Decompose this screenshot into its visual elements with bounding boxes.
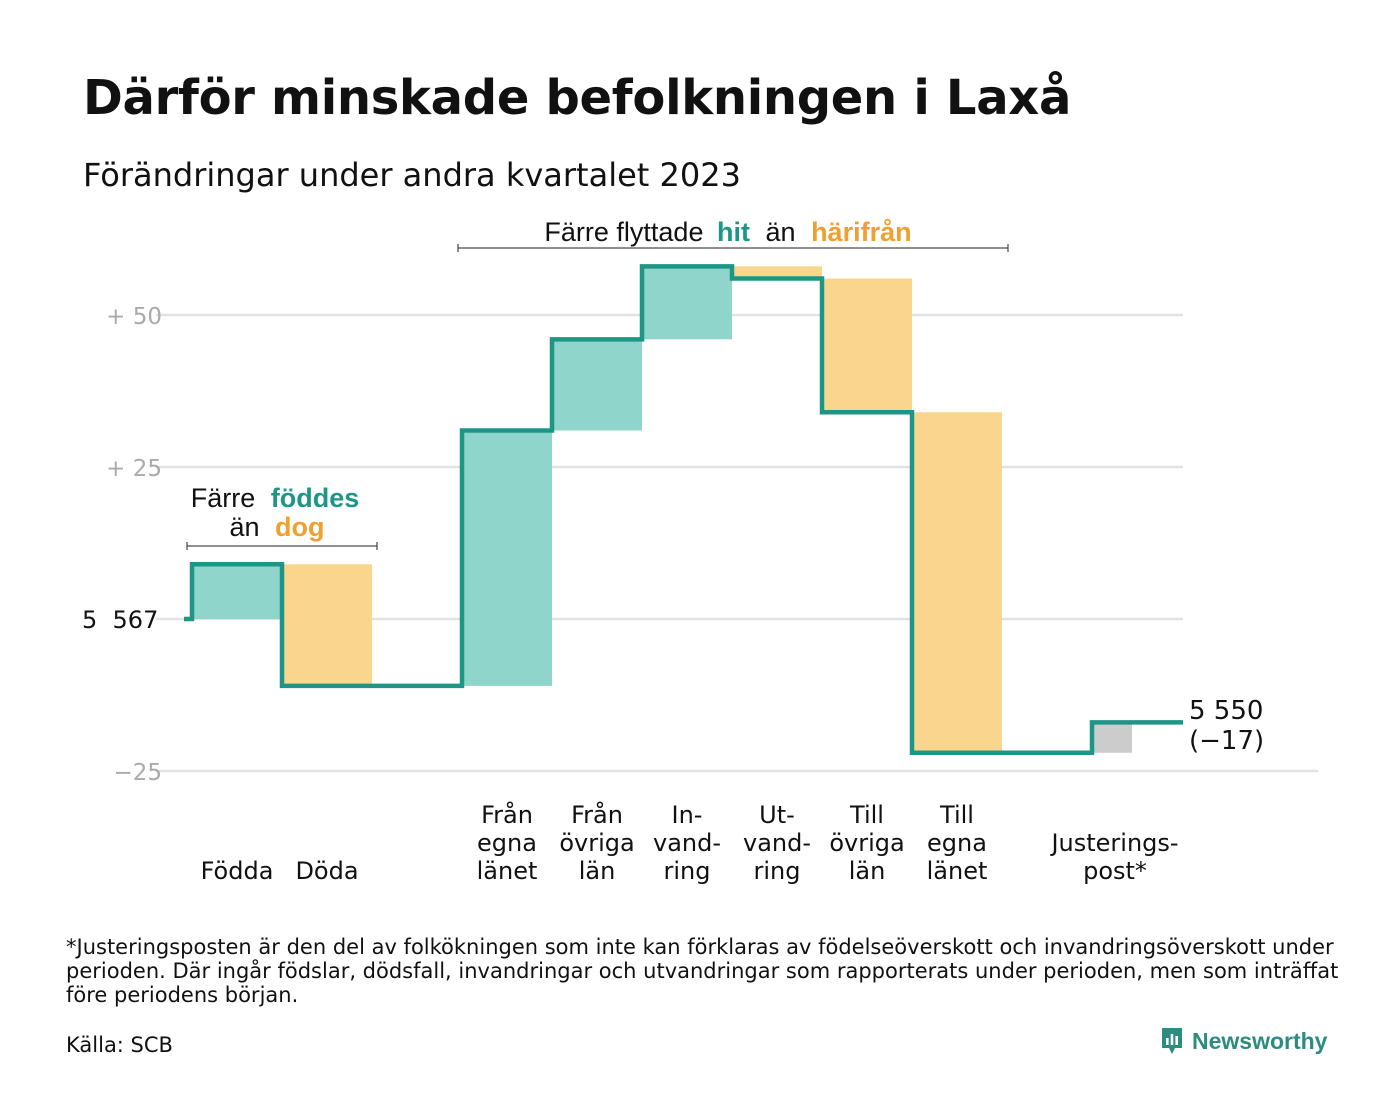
x-category-label: Ut- [759, 801, 795, 829]
waterfall-bar [552, 339, 642, 431]
end-change-label: (−17) [1189, 726, 1264, 756]
x-category-label: Från [481, 800, 533, 829]
left-annotation-line-2: än dog [229, 512, 324, 542]
end-value-label: 5 550 [1189, 696, 1263, 726]
waterfall-bar [642, 266, 732, 340]
annotation-layer: Färre flyttade hit än härifrån Färre föd… [82, 217, 1264, 756]
waterfall-bar [822, 278, 912, 413]
top-annotation: Färre flyttade hit än härifrån [544, 217, 911, 247]
cumulative-step-line [184, 264, 1183, 756]
x-category-label: Födda [201, 857, 274, 885]
step-line-layer [184, 264, 1183, 756]
x-category-label: egna [477, 829, 537, 857]
footnote: *Justeringsposten är den del av folkökni… [66, 935, 1339, 1007]
x-category-label: Till [849, 801, 884, 829]
x-category-label: post* [1083, 857, 1147, 885]
left-annotation-prefix: Färre [191, 483, 256, 513]
y-tick-label: + 50 [106, 304, 162, 330]
waterfall-bar [192, 564, 282, 619]
start-value-label: 5 567 [82, 606, 158, 634]
x-category-label: Justerings- [1049, 829, 1178, 857]
waterfall-bar [282, 564, 372, 686]
waterfall-bar [732, 266, 822, 279]
source: Källa: SCB [66, 1033, 173, 1057]
top-annotation-hit: hit [717, 217, 750, 247]
chart-title: Därför minskade befolkningen i Laxå [83, 70, 1072, 126]
top-annotation-prefix: Färre flyttade [544, 217, 703, 247]
top-annotation-harifran: härifrån [811, 217, 912, 247]
grid-lines [156, 313, 1318, 773]
x-category-label: län [849, 857, 886, 885]
waterfall-bar [462, 430, 552, 686]
top-annotation-mid: än [766, 217, 796, 247]
x-category-label: In- [672, 801, 703, 829]
left-annotation-mid: än [229, 512, 259, 542]
x-category-label: övriga [829, 829, 904, 857]
x-category-label: övriga [559, 829, 634, 857]
left-annotation-line-1: Färre föddes [191, 483, 360, 513]
x-category-label: egna [927, 829, 987, 857]
left-annotation-dog: dog [275, 512, 324, 542]
x-category-label: Döda [295, 857, 358, 885]
x-category-label: länet [927, 857, 988, 885]
x-category-label: vand- [653, 829, 721, 857]
brand: Newsworthy [1160, 1026, 1327, 1056]
left-annotation-foddes: föddes [271, 483, 360, 513]
x-category-label: ring [664, 857, 711, 885]
waterfall-bar [1092, 722, 1132, 753]
brand-name: Newsworthy [1192, 1027, 1328, 1054]
x-category-label: vand- [743, 829, 811, 857]
y-tick-label: −25 [113, 760, 162, 786]
x-category-label: län [579, 857, 616, 885]
waterfall-bar [912, 412, 1002, 753]
x-category-label: länet [477, 857, 538, 885]
bar-layer [192, 266, 1132, 753]
x-category-label: Till [939, 801, 974, 829]
x-category-label: Från [571, 800, 623, 829]
chart-subtitle: Förändringar under andra kvartalet 2023 [83, 156, 741, 194]
x-category-label: ring [754, 857, 801, 885]
newsworthy-logo-icon [1162, 1028, 1182, 1054]
y-tick-label: + 25 [106, 456, 162, 482]
